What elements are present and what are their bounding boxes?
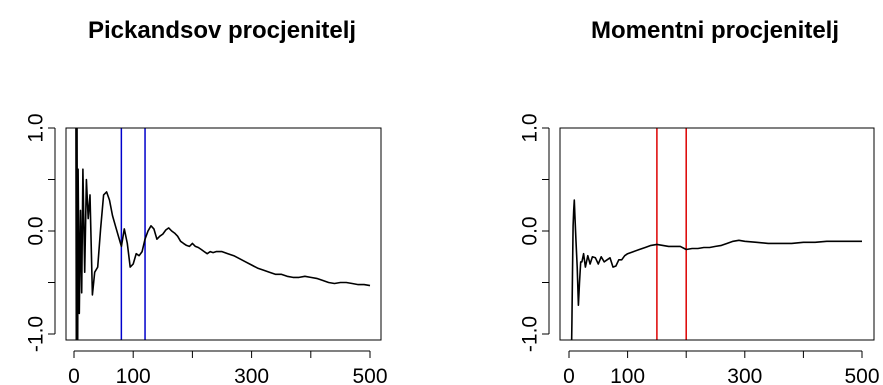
y-tick-label: 0.0 — [25, 216, 48, 245]
y-tick-label: 1.0 — [519, 113, 542, 142]
moment-panel: Momentni procjenitelj 0 100 300 500 -1.0 0.0 1… — [519, 17, 880, 385]
y-tick-label: 0.0 — [519, 216, 542, 245]
chart-title: Pickandsov procjenitelj — [88, 17, 356, 44]
x-tick-label: 0 — [68, 365, 80, 385]
x-tick-label: 500 — [844, 365, 879, 385]
y-tick-label: 1.0 — [25, 113, 48, 142]
pickands-panel: Pickandsov procjenitelj 0 100 300 500 -1.0 0.… — [25, 17, 388, 385]
plot-frame — [559, 127, 875, 341]
x-tick-label: 100 — [610, 365, 645, 385]
x-tick-label: 100 — [116, 365, 151, 385]
chart-title: Momentni procjenitelj — [591, 17, 839, 44]
x-tick-label: 300 — [727, 365, 762, 385]
series-line — [570, 199, 862, 340]
y-tick-label: -1.0 — [25, 316, 48, 352]
series-line — [75, 128, 371, 340]
y-tick-label: -1.0 — [519, 316, 542, 352]
plot-frame — [65, 127, 382, 341]
x-tick-label: 300 — [234, 365, 269, 385]
x-tick-label: 0 — [563, 365, 575, 385]
x-tick-label: 500 — [352, 365, 387, 385]
